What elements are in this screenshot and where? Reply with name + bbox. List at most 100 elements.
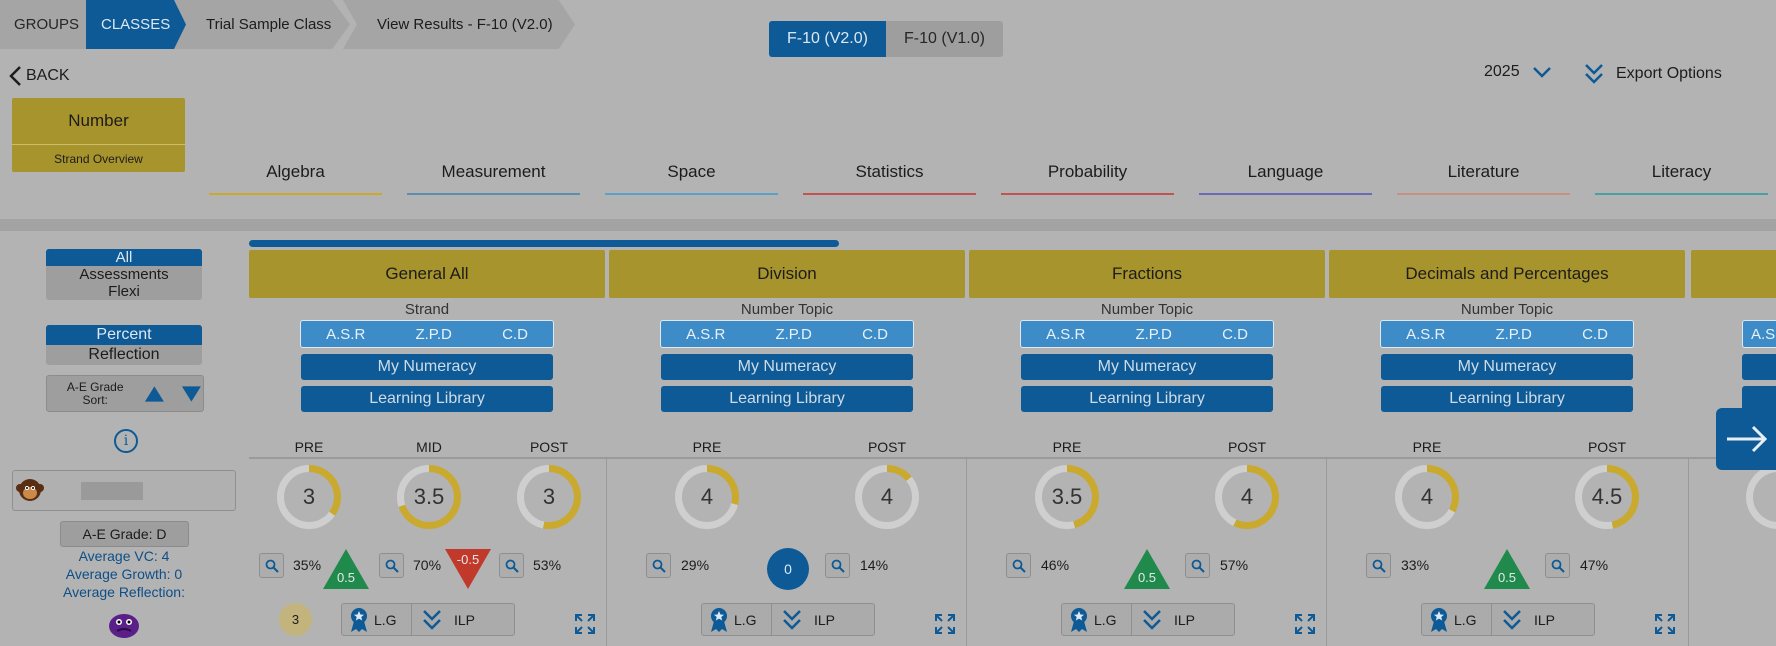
pre-detail-button[interactable] xyxy=(1006,553,1031,578)
export-options-button[interactable]: Export Options xyxy=(1584,63,1722,85)
pre-detail-button[interactable] xyxy=(1366,553,1391,578)
zpd-link[interactable]: Z.P.D xyxy=(415,325,452,343)
expand-icon[interactable] xyxy=(935,614,955,639)
strand-tab-algebra[interactable]: Algebra xyxy=(209,150,382,195)
topic-subtitle: Strand xyxy=(404,301,450,318)
mode-reflection[interactable]: Reflection xyxy=(88,346,160,363)
strand-title: Number xyxy=(12,98,185,145)
ilp-button[interactable]: ILP xyxy=(772,609,835,631)
post-detail-button[interactable] xyxy=(825,553,850,578)
learning-goal-button[interactable]: L.G xyxy=(1422,604,1492,635)
learning-library-button[interactable]: Learning Library xyxy=(1021,386,1273,412)
filter-assessments[interactable]: Assessments xyxy=(79,266,169,283)
pre-ring: 3 xyxy=(277,465,341,529)
topic-header-general-all[interactable]: General All xyxy=(249,250,605,298)
strand-tab-measurement[interactable]: Measurement xyxy=(407,150,580,195)
pre-ring: 4 xyxy=(1395,465,1459,529)
award-ribbon-icon xyxy=(1431,607,1447,632)
my-numeracy-button[interactable]: My Numeracy xyxy=(1021,354,1273,380)
asr-link[interactable]: A.S.R xyxy=(1406,325,1446,343)
cd-link[interactable]: C.D xyxy=(1222,325,1248,343)
post-label: POST xyxy=(1227,439,1267,455)
year-select[interactable]: 2025 xyxy=(1484,63,1552,81)
zpd-link[interactable]: Z.P.D xyxy=(1135,325,1172,343)
strand-tab-space[interactable]: Space xyxy=(605,150,778,195)
strand-tab-language[interactable]: Language xyxy=(1199,150,1372,195)
learning-library-button[interactable]: Learning Library xyxy=(1381,386,1633,412)
mid-detail-button[interactable] xyxy=(379,553,404,578)
pre-detail-button[interactable] xyxy=(259,553,284,578)
asr-link[interactable]: A.S.R xyxy=(1046,325,1086,343)
version-v2-button[interactable]: F-10 (V2.0) xyxy=(769,21,886,57)
cd-link[interactable]: C.D xyxy=(1582,325,1608,343)
breadcrumb-view-results[interactable]: View Results - F-10 (V2.0) xyxy=(343,0,575,49)
horizontal-scroll-bar[interactable] xyxy=(249,240,839,247)
ilp-button[interactable]: ILP xyxy=(412,609,475,631)
cd-link[interactable]: C.D xyxy=(502,325,528,343)
sort-label: A-E Grade Sort: xyxy=(66,379,124,407)
pre-ring-score: 3.5 xyxy=(1042,472,1092,522)
learning-goal-button[interactable]: L.G xyxy=(1062,604,1132,635)
learning-library-button[interactable] xyxy=(1742,386,1776,412)
cd-link[interactable]: C.D xyxy=(862,325,888,343)
pre-detail-button[interactable] xyxy=(646,553,671,578)
breadcrumb-classes[interactable]: CLASSES xyxy=(86,0,186,49)
section-divider xyxy=(0,219,1776,231)
learning-goal-button[interactable]: L.G xyxy=(702,604,772,635)
topic-header-decimals-and-percentages[interactable]: Decimals and Percentages xyxy=(1329,250,1685,298)
post-detail-button[interactable] xyxy=(499,553,524,578)
asr-link[interactable]: A.S.R xyxy=(686,325,726,343)
learning-goal-button[interactable]: L.G xyxy=(342,604,412,635)
zpd-link[interactable]: Z.P.D xyxy=(1495,325,1532,343)
back-button[interactable]: BACK xyxy=(8,65,70,87)
learning-library-button[interactable]: Learning Library xyxy=(661,386,913,412)
topic-header-fractions[interactable]: Fractions xyxy=(969,250,1325,298)
mode-percent[interactable]: Percent xyxy=(46,325,202,345)
strand-tab-probability[interactable]: Probability xyxy=(1001,150,1174,195)
breadcrumb-class[interactable]: Trial Sample Class xyxy=(172,0,350,49)
double-chevron-down-icon xyxy=(1503,609,1521,630)
breadcrumb-groups[interactable]: GROUPS xyxy=(0,0,86,49)
strand-tab-statistics[interactable]: Statistics xyxy=(803,150,976,195)
strand-tab-literature[interactable]: Literature xyxy=(1397,150,1570,195)
expand-icon[interactable] xyxy=(1655,614,1675,639)
strand-number-card[interactable]: Number Strand Overview xyxy=(12,98,185,172)
export-label: Export Options xyxy=(1616,65,1722,82)
asr-link[interactable]: A.S.R xyxy=(1751,325,1776,343)
filter-flexi[interactable]: Flexi xyxy=(108,283,140,300)
magnifier-icon xyxy=(1551,559,1565,573)
mid-ring: 3.5 xyxy=(397,465,461,529)
expand-arrows-icon xyxy=(935,614,955,634)
asr-zpd-cd-bar: A.S.R xyxy=(1742,320,1776,348)
expand-arrows-icon xyxy=(1295,614,1315,634)
my-numeracy-button[interactable]: My Numeracy xyxy=(661,354,913,380)
expand-icon[interactable] xyxy=(1295,614,1315,639)
asr-link[interactable]: A.S.R xyxy=(326,325,366,343)
expand-icon[interactable] xyxy=(575,614,595,639)
post-label: POST xyxy=(529,439,569,455)
topic-header-division[interactable]: Division xyxy=(609,250,965,298)
pre-label: PRE xyxy=(294,439,324,455)
post-percent: 47% xyxy=(1580,557,1609,573)
award-ribbon-icon xyxy=(711,607,727,632)
info-icon[interactable]: i xyxy=(114,429,138,453)
post-detail-button[interactable] xyxy=(1545,553,1570,578)
next-page-button[interactable] xyxy=(1716,408,1776,470)
post-detail-button[interactable] xyxy=(1185,553,1210,578)
ilp-button[interactable]: ILP xyxy=(1492,609,1555,631)
ilp-button[interactable]: ILP xyxy=(1132,609,1195,631)
version-v1-button[interactable]: F-10 (V1.0) xyxy=(886,21,1003,57)
strand-tab-literacy[interactable]: Literacy xyxy=(1595,150,1768,195)
sort-down-icon[interactable] xyxy=(180,384,203,404)
my-numeracy-button[interactable]: My Numeracy xyxy=(1381,354,1633,380)
sort-up-icon[interactable] xyxy=(143,384,166,404)
student-row[interactable] xyxy=(12,470,236,511)
topic-header-next[interactable] xyxy=(1691,250,1776,298)
award-ribbon-icon xyxy=(1071,607,1087,632)
learning-library-button[interactable]: Learning Library xyxy=(301,386,553,412)
results-separator xyxy=(249,457,1776,459)
my-numeracy-button[interactable] xyxy=(1742,354,1776,380)
my-numeracy-button[interactable]: My Numeracy xyxy=(301,354,553,380)
zpd-link[interactable]: Z.P.D xyxy=(775,325,812,343)
filter-all[interactable]: All xyxy=(46,249,202,266)
